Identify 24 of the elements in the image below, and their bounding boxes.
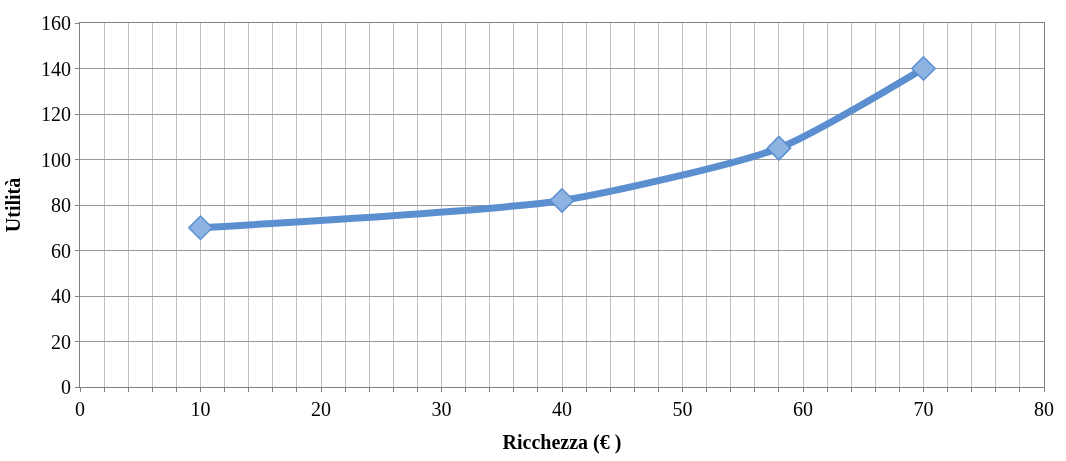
x-tick-label: 30 [431, 398, 452, 420]
x-axis-title: Ricchezza (€ ) [502, 430, 622, 454]
x-tick-label: 0 [75, 398, 85, 420]
x-tick-label: 10 [190, 398, 211, 420]
x-tick-label: 60 [793, 398, 813, 420]
point [188, 215, 213, 241]
x-tick-label: 50 [672, 398, 693, 420]
x-tick-label: 80 [1034, 398, 1054, 420]
point [549, 188, 575, 213]
y-tick-label: 20 [51, 330, 71, 353]
y-tick-label: 40 [51, 285, 71, 307]
point [911, 56, 936, 81]
y-tick-label: 160 [41, 12, 71, 34]
x-tick-label: 70 [913, 398, 934, 420]
y-tick-label: 140 [41, 57, 71, 80]
x-tick-label: 20 [311, 398, 331, 420]
y-tick-label: 60 [51, 239, 71, 262]
y-axis-title: Utilità [1, 177, 24, 233]
y-tick-label: 0 [61, 376, 71, 398]
y-tick-label: 120 [41, 103, 71, 125]
x-tick-label: 40 [552, 398, 572, 420]
point [766, 135, 792, 161]
y-tick-label: 100 [41, 148, 71, 171]
y-tick-label: 80 [51, 194, 71, 216]
